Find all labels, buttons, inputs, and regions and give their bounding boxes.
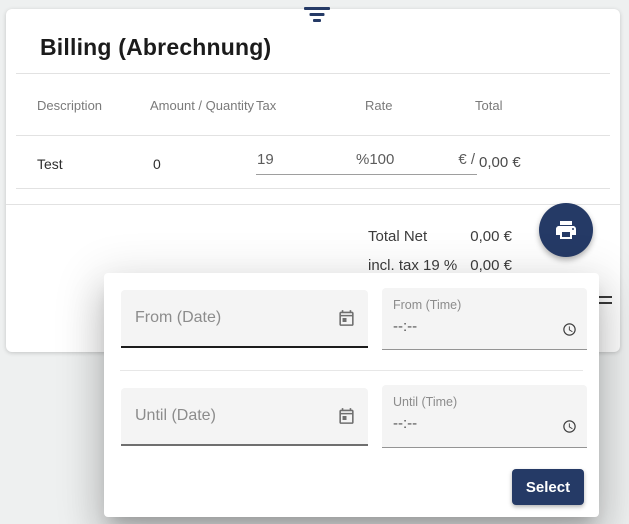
print-button[interactable]	[539, 203, 593, 257]
until-time-value[interactable]: --:--	[393, 415, 418, 432]
from-date-field[interactable]: From (Date)	[121, 290, 368, 348]
total-net-label: Total Net	[368, 228, 428, 245]
rate-currency-suffix: € /	[458, 151, 475, 168]
tax-value[interactable]: 19	[257, 151, 274, 168]
page-title: Billing (Abrechnung)	[40, 34, 272, 60]
title-divider	[16, 73, 610, 74]
section-divider	[6, 204, 620, 205]
row-total: 0,00 €	[479, 154, 521, 171]
column-header-total: Total	[475, 98, 503, 113]
clock-icon[interactable]	[562, 419, 577, 434]
row-amount: 0	[153, 156, 161, 172]
select-button[interactable]: Select	[512, 469, 584, 505]
tax-rate-input[interactable]: 19 %100 € /	[256, 147, 477, 175]
column-header-description: Description	[37, 98, 103, 113]
from-time-label: From (Time)	[393, 298, 462, 312]
incl-tax-label: incl. tax 19 %	[368, 257, 458, 274]
until-date-field[interactable]: Until (Date)	[121, 388, 368, 446]
date-range-dialog: From (Date) From (Time) --:-- Until (Dat…	[104, 273, 599, 517]
rate-value[interactable]: %100	[356, 151, 395, 168]
filter-list-button[interactable]	[300, 4, 334, 28]
row-description: Test	[37, 156, 63, 172]
column-header-tax: Tax	[256, 98, 277, 113]
row-divider	[16, 188, 610, 189]
until-time-label: Until (Time)	[393, 395, 458, 409]
total-net-value: 0,00 €	[470, 228, 512, 245]
until-time-field[interactable]: Until (Time) --:--	[382, 385, 587, 448]
column-header-rate: Rate	[365, 98, 393, 113]
incl-tax-value: 0,00 €	[470, 257, 512, 274]
from-date-placeholder: From (Date)	[135, 309, 222, 326]
dialog-divider	[120, 370, 583, 371]
from-time-value[interactable]: --:--	[393, 318, 418, 335]
calendar-icon[interactable]	[337, 407, 356, 426]
clock-icon[interactable]	[562, 322, 577, 337]
calendar-icon[interactable]	[337, 309, 356, 328]
from-time-field[interactable]: From (Time) --:--	[382, 288, 587, 350]
equals-handle-icon	[597, 296, 612, 306]
column-header-amount-quantity: Amount / Quantity	[150, 98, 255, 113]
until-date-placeholder: Until (Date)	[135, 407, 216, 424]
header-divider	[16, 135, 610, 136]
printer-icon	[556, 221, 576, 239]
filter-list-icon	[304, 7, 330, 10]
